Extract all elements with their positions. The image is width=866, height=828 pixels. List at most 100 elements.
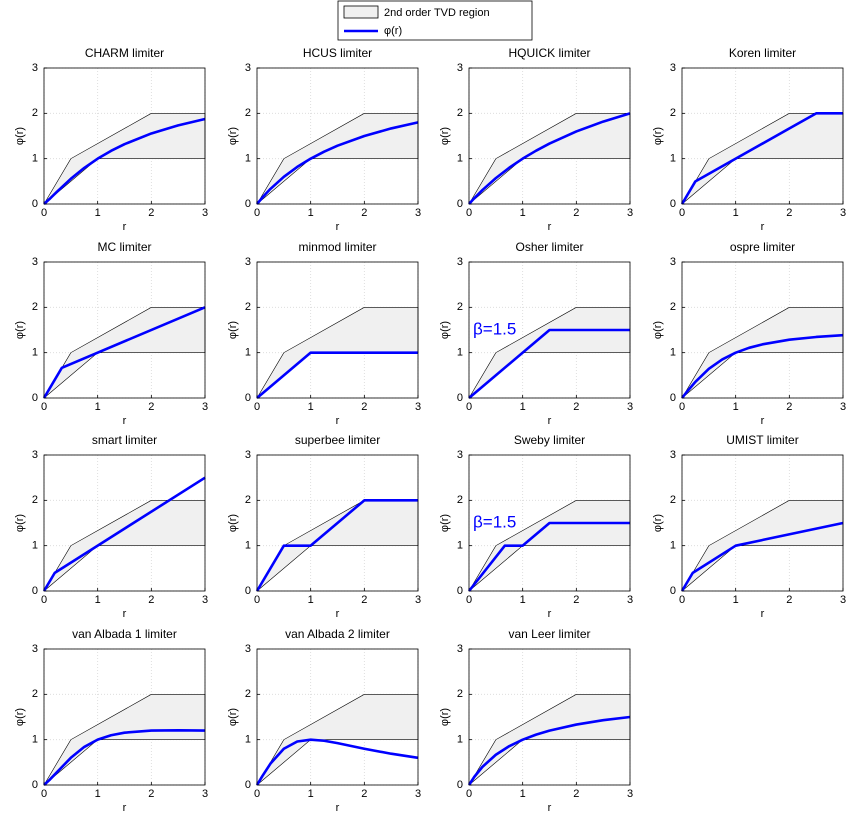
y-tick-label: 2 — [32, 301, 38, 313]
y-tick-label: 0 — [670, 585, 676, 597]
axes-box — [468, 454, 631, 592]
x-tick-label: 3 — [627, 207, 633, 219]
y-axis-label: φ(r) — [439, 708, 451, 726]
limiter-curve — [680, 521, 844, 592]
x-axis-label: r — [123, 608, 127, 620]
subplot-title: MC limiter — [98, 240, 152, 254]
subplot: 0 1 2 3 0 1 2 3 van Leer limiter r φ(r) — [439, 627, 633, 814]
x-tick-label: 1 — [95, 788, 101, 800]
subplot: 0 1 2 3 0 1 2 3 Osher limiter r φ(r) β=1.5 — [439, 240, 633, 427]
x-tick-label: 2 — [573, 594, 579, 606]
limiter-curve — [42, 476, 206, 592]
y-tick-label: 1 — [32, 347, 38, 359]
x-axis-label: r — [336, 221, 340, 233]
x-tick-label: 0 — [679, 401, 685, 413]
subplot-title: Osher limiter — [515, 240, 583, 254]
limiter-curve — [43, 117, 206, 205]
x-tick-label: 3 — [415, 401, 421, 413]
subplot: 0 1 2 3 0 1 2 3 smart limiter r φ(r) — [14, 433, 208, 620]
y-axis-label: φ(r) — [227, 514, 239, 532]
x-tick-label: 0 — [466, 788, 472, 800]
limiter-curve — [255, 738, 419, 786]
y-tick-label: 2 — [457, 301, 463, 313]
y-tick-label: 3 — [32, 643, 38, 655]
x-axis-label: r — [548, 221, 552, 233]
x-axis-label: r — [336, 608, 340, 620]
x-tick-label: 1 — [308, 401, 314, 413]
y-tick-label: 3 — [670, 256, 676, 268]
axes-box — [468, 648, 631, 786]
y-tick-label: 2 — [32, 494, 38, 506]
subplot-title: smart limiter — [92, 433, 157, 447]
y-tick-label: 0 — [245, 392, 251, 404]
y-axis-label: φ(r) — [652, 127, 664, 145]
x-tick-label: 3 — [415, 594, 421, 606]
y-tick-label: 2 — [32, 688, 38, 700]
axes-box — [681, 67, 844, 205]
subplot-title: HQUICK limiter — [508, 46, 590, 60]
subplot-title: Sweby limiter — [514, 433, 585, 447]
legend-label: 2nd order TVD region — [384, 7, 490, 19]
y-tick-label: 2 — [670, 107, 676, 119]
subplot: 0 1 2 3 0 1 2 3 van Albada 2 limiter r φ(r) — [227, 627, 421, 814]
subplot: 0 1 2 3 0 1 2 3 UMIST limiter r φ(r) — [652, 433, 846, 620]
axes-box — [43, 454, 206, 592]
y-tick-label: 3 — [245, 643, 251, 655]
limiter-curve — [680, 112, 843, 205]
x-tick-label: 3 — [840, 401, 846, 413]
subplot: 0 1 2 3 0 1 2 3 ospre limiter r φ(r) — [652, 240, 846, 427]
y-tick-label: 0 — [457, 779, 463, 791]
subplot-title: van Albada 2 limiter — [285, 627, 390, 641]
annotation: β=1.5 — [473, 512, 516, 531]
x-axis-label: r — [336, 802, 340, 814]
subplot: 0 1 2 3 0 1 2 3 CHARM limiter r φ(r) — [14, 46, 208, 233]
y-tick-label: 3 — [245, 62, 251, 74]
y-axis-label: φ(r) — [227, 127, 239, 145]
y-axis-label: φ(r) — [439, 127, 451, 145]
x-tick-label: 2 — [148, 401, 154, 413]
y-tick-label: 2 — [457, 494, 463, 506]
x-tick-label: 1 — [733, 207, 739, 219]
x-tick-label: 2 — [786, 594, 792, 606]
y-axis-label: φ(r) — [652, 514, 664, 532]
x-axis-label: r — [548, 608, 552, 620]
x-tick-label: 3 — [415, 207, 421, 219]
x-tick-label: 3 — [202, 207, 208, 219]
x-tick-label: 1 — [308, 788, 314, 800]
x-tick-label: 1 — [520, 788, 526, 800]
subplot: 0 1 2 3 0 1 2 3 HCUS limiter r φ(r) — [227, 46, 421, 233]
x-tick-label: 3 — [840, 207, 846, 219]
x-tick-label: 0 — [254, 788, 260, 800]
y-tick-label: 3 — [245, 256, 251, 268]
x-tick-label: 0 — [466, 207, 472, 219]
limiter-curve — [467, 521, 630, 592]
axes-box — [256, 648, 419, 786]
x-tick-label: 3 — [202, 594, 208, 606]
y-tick-label: 1 — [670, 540, 676, 552]
y-tick-label: 0 — [32, 585, 38, 597]
x-tick-label: 3 — [840, 594, 846, 606]
x-tick-label: 0 — [41, 401, 47, 413]
x-axis-label: r — [123, 802, 127, 814]
subplot-title: HCUS limiter — [303, 46, 372, 60]
x-tick-label: 2 — [148, 594, 154, 606]
subplot-title: superbee limiter — [295, 433, 380, 447]
x-tick-label: 0 — [254, 401, 260, 413]
y-tick-label: 3 — [670, 449, 676, 461]
y-tick-label: 2 — [245, 688, 251, 700]
x-tick-label: 2 — [148, 207, 154, 219]
y-axis-label: φ(r) — [439, 514, 451, 532]
axes-box — [43, 648, 206, 786]
y-tick-label: 3 — [32, 256, 38, 268]
legend: 2nd order TVD region φ(r) — [337, 0, 533, 41]
y-tick-label: 2 — [670, 494, 676, 506]
limiter-curve — [680, 333, 844, 399]
subplot: 0 1 2 3 0 1 2 3 HQUICK limiter r φ(r) — [439, 46, 633, 233]
axes-box — [681, 454, 844, 592]
x-tick-label: 2 — [148, 788, 154, 800]
y-tick-label: 0 — [245, 585, 251, 597]
x-tick-label: 2 — [573, 401, 579, 413]
subplot: 0 1 2 3 0 1 2 3 van Albada 1 limiter r φ(r) — [14, 627, 208, 814]
x-tick-label: 0 — [679, 207, 685, 219]
